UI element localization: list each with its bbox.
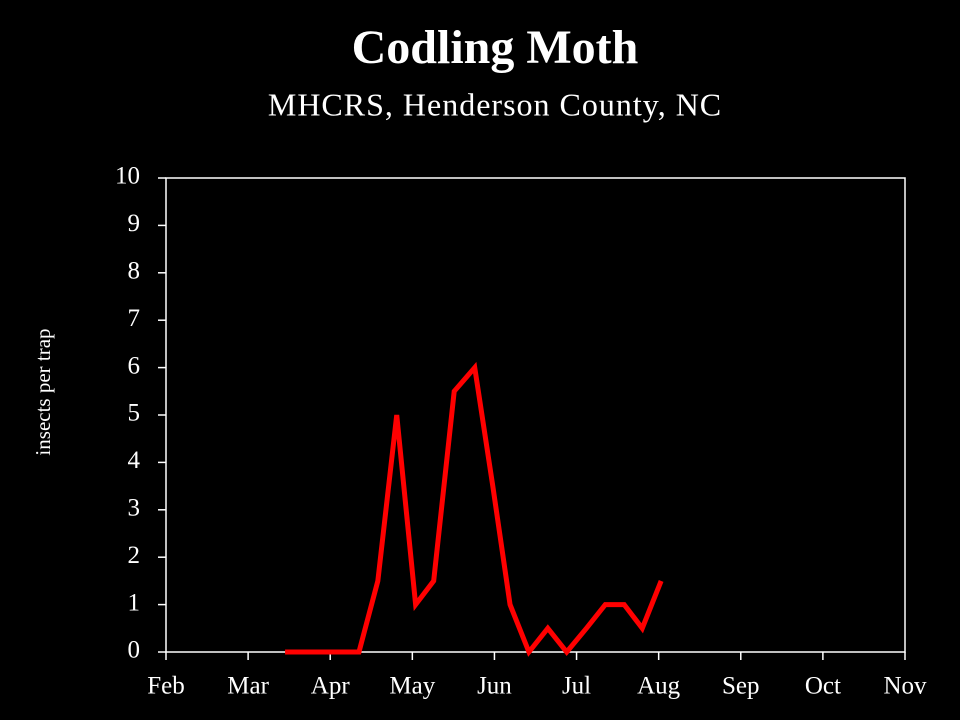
x-tick-label: Apr	[311, 673, 351, 700]
x-tick-label: Jul	[562, 673, 591, 700]
x-tick-label: May	[389, 673, 435, 700]
x-tick-label: Feb	[147, 673, 185, 700]
y-tick-label: 1	[128, 589, 141, 616]
y-tick-label: 0	[128, 637, 141, 664]
x-tick-label: Oct	[805, 673, 841, 700]
y-tick-label: 9	[128, 210, 141, 237]
y-tick-label: 4	[128, 447, 141, 474]
x-tick-label: Aug	[637, 673, 681, 700]
y-tick-label: 10	[115, 163, 140, 190]
y-tick-label: 3	[128, 495, 141, 522]
y-tick-label: 7	[128, 305, 141, 332]
y-tick-label: 6	[128, 352, 141, 379]
x-tick-label: Nov	[883, 673, 927, 700]
y-tick-label: 8	[128, 258, 141, 285]
chart-subtitle: MHCRS, Henderson County, NC	[268, 86, 722, 122]
x-tick-label: Jun	[477, 673, 512, 700]
x-tick-label: Sep	[722, 673, 760, 700]
data-line	[285, 361, 664, 657]
y-tick-label: 5	[128, 400, 141, 427]
y-axis-label: insects per trap	[31, 328, 55, 455]
y-tick-label: 2	[128, 542, 141, 569]
x-tick-label: Mar	[227, 673, 269, 700]
chart-title: Codling Moth	[352, 21, 639, 74]
